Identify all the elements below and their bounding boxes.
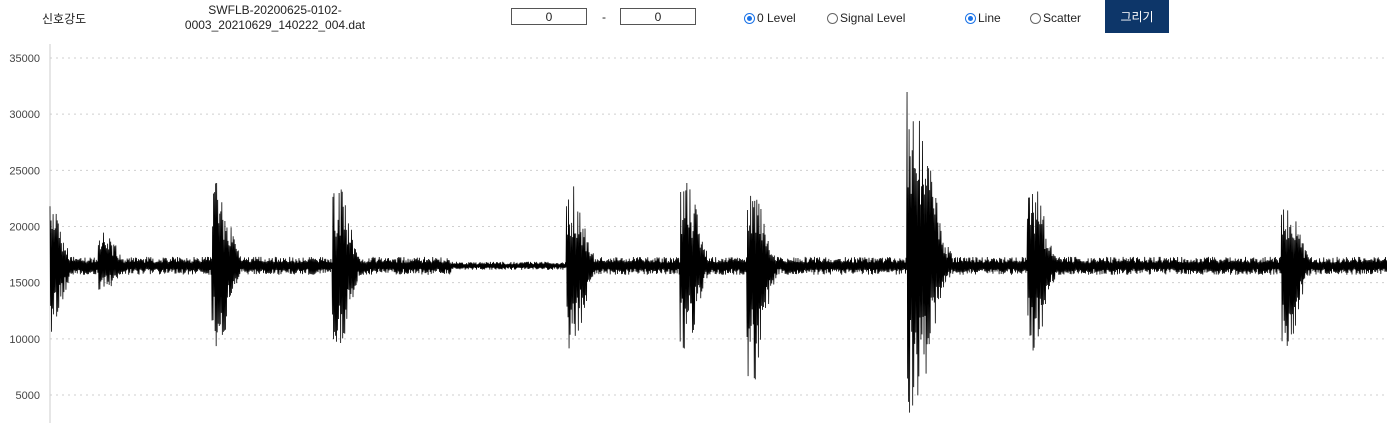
y-tick-label: 10000 <box>9 334 40 346</box>
y-axis-ticks: 35000 30000 25000 20000 15000 10000 5000 <box>9 53 40 402</box>
range-from-input[interactable] <box>511 8 587 25</box>
radio-line-indicator[interactable] <box>965 12 976 24</box>
radio-signal-level-label: Signal Level <box>840 11 906 25</box>
y-tick-label: 20000 <box>9 222 40 234</box>
signal-line <box>49 91 1387 413</box>
file-name-line2: 0003_20210629_140222_004.dat <box>184 18 366 32</box>
grid <box>50 57 1387 396</box>
y-tick-label: 15000 <box>9 278 40 290</box>
range-to-input[interactable] <box>620 8 696 25</box>
radio-scatter-label: Scatter <box>1043 11 1082 25</box>
radio-signal-level[interactable]: Signal Level <box>827 11 905 25</box>
toolbar: 신호강도 SWFLB-20200625-0102- 0003_20210629_… <box>0 0 1387 44</box>
range-separator: - <box>602 10 606 24</box>
radio-0-level-label: 0 Level <box>757 11 796 25</box>
file-name: SWFLB-20200625-0102- 0003_20210629_14022… <box>170 3 380 33</box>
draw-button[interactable]: 그리기 <box>1105 0 1169 33</box>
radio-line-label: Line <box>978 11 1001 25</box>
radio-0-level-indicator[interactable] <box>744 12 755 24</box>
y-tick-label: 25000 <box>9 165 40 177</box>
radio-0-level[interactable]: 0 Level <box>744 11 796 25</box>
y-tick-label: 30000 <box>9 109 40 121</box>
radio-line[interactable]: Line <box>965 11 1001 25</box>
y-tick-label: 35000 <box>9 53 40 65</box>
y-tick-label: 5000 <box>16 390 40 402</box>
file-name-line1: SWFLB-20200625-0102- <box>208 3 342 17</box>
radio-signal-level-indicator[interactable] <box>827 12 838 24</box>
signal-chart: 35000 30000 25000 20000 15000 10000 5000 <box>9 44 1387 423</box>
chart-title: 신호강도 <box>42 12 87 26</box>
radio-scatter[interactable]: Scatter <box>1030 11 1081 25</box>
radio-scatter-indicator[interactable] <box>1030 12 1041 24</box>
